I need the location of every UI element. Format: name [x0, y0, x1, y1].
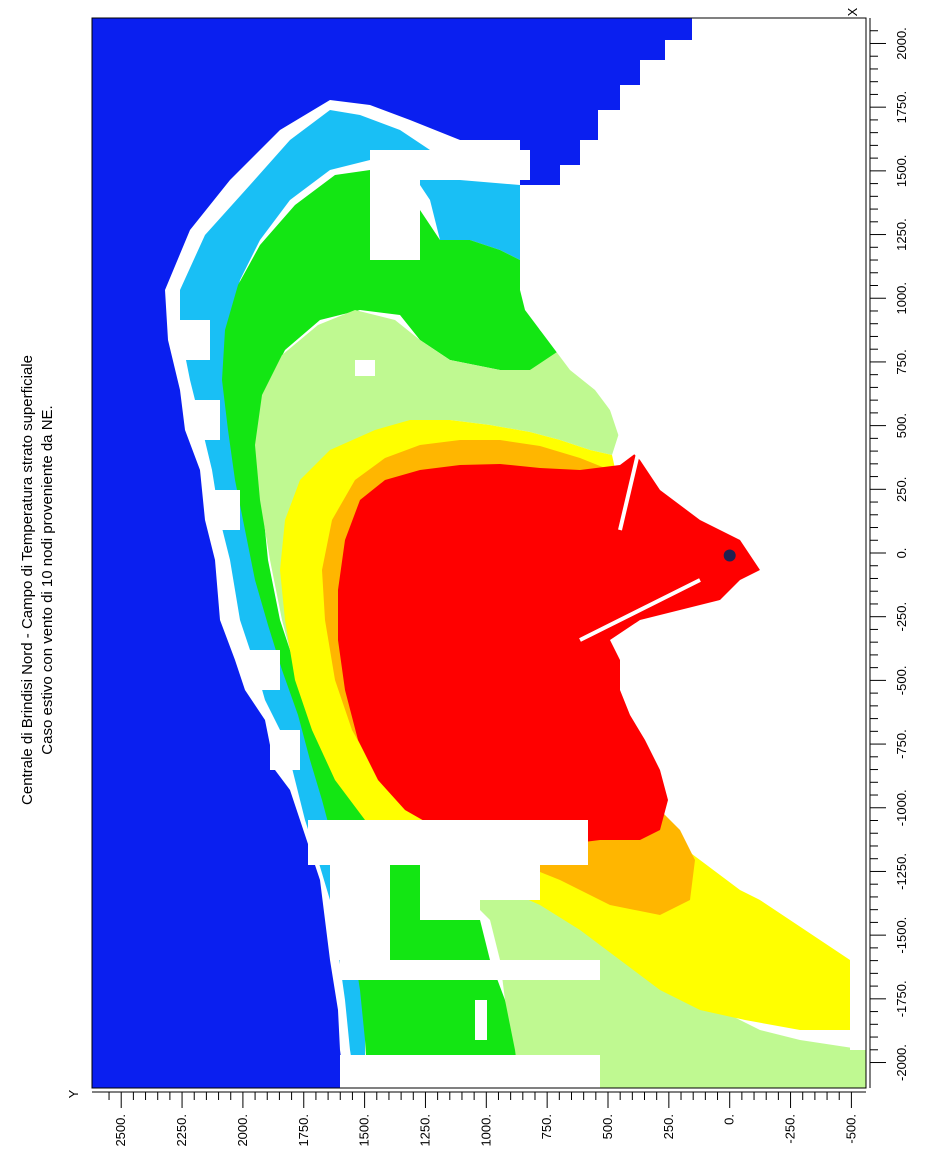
plot-border: [91, 17, 867, 1089]
pier-14: [270, 730, 300, 770]
pier-8: [480, 860, 540, 900]
x-tick-label: 2000.: [894, 27, 909, 60]
jetty-2: [618, 444, 642, 531]
x-tick-label: 250.: [894, 477, 909, 502]
pier-9: [475, 1000, 487, 1040]
x-tick-label: -1750.: [894, 980, 909, 1017]
y-tick-label: 1000.: [478, 1114, 493, 1147]
y-axis: 2500. 2250. 2000. 1750. 1500. 1250. 1000. 750. 5…: [92, 1091, 866, 1147]
chart-title-line-2: Caso estivo con vento di 10 nodi proveni…: [39, 405, 56, 754]
region-red: [338, 450, 760, 845]
x-tick-label: -1000.: [894, 789, 909, 826]
plot-area: [91, 17, 867, 1089]
x-tick-label: 1500.: [894, 155, 909, 188]
y-tick-label: 2500.: [113, 1114, 128, 1147]
pier-15: [355, 360, 375, 376]
pier-12: [210, 490, 240, 530]
region-sea-deep: [92, 18, 692, 1088]
y-tick-label: 750.: [539, 1114, 554, 1139]
y-tick-label: 0.: [722, 1114, 737, 1125]
x-tick-label: -2000.: [894, 1044, 909, 1081]
pier-2: [370, 150, 420, 260]
y-tick-label: 250.: [661, 1114, 676, 1139]
y-tick-label: 500.: [600, 1114, 615, 1139]
x-tick-label: 1750.: [894, 91, 909, 124]
y-tick-label: 1250.: [417, 1114, 432, 1147]
pier-5: [340, 960, 600, 980]
pier-16: [740, 820, 780, 860]
y-tick-label: -500.: [843, 1114, 858, 1144]
x-tick-label: 750.: [894, 349, 909, 374]
x-tick-label: 0.: [894, 548, 909, 559]
region-land-right: [520, 18, 866, 600]
x-tick-label: -1500.: [894, 917, 909, 954]
y-tick-label: 2250.: [174, 1114, 189, 1147]
y-axis-letter: Y: [66, 1089, 81, 1098]
region-land-bottom: [610, 600, 866, 1050]
y-tick-label: 1750.: [296, 1114, 311, 1147]
y-tick-label: 2000.: [235, 1114, 250, 1147]
y-tick-label: 1500.: [357, 1114, 372, 1147]
pier-10: [180, 320, 210, 360]
x-axis: -2000. -1750. -1500. -1250. -1000. -750. -500.…: [869, 18, 909, 1088]
source-point-marker: [723, 549, 736, 562]
y-tick-label: -250.: [783, 1114, 798, 1144]
chart-title-line-1: Centrale di Brindisi Nord - Campo di Tem…: [19, 355, 36, 805]
x-tick-label: -250.: [894, 602, 909, 632]
pier-3: [308, 820, 588, 865]
x-tick-label: -1250.: [894, 853, 909, 890]
pier-13: [250, 650, 280, 690]
pier-4: [330, 860, 390, 960]
region-green: [222, 170, 560, 1088]
pier-7: [420, 860, 480, 920]
x-tick-label: 500.: [894, 413, 909, 438]
pier-11: [190, 400, 220, 440]
x-axis-letter: X: [845, 7, 860, 16]
jetty-1: [579, 578, 701, 642]
x-tick-label: 1250.: [894, 218, 909, 251]
pier-6: [340, 1055, 600, 1088]
x-tick-label: -750.: [894, 729, 909, 759]
x-tick-label: -500.: [894, 666, 909, 696]
x-tick-label: 1000.: [894, 282, 909, 315]
